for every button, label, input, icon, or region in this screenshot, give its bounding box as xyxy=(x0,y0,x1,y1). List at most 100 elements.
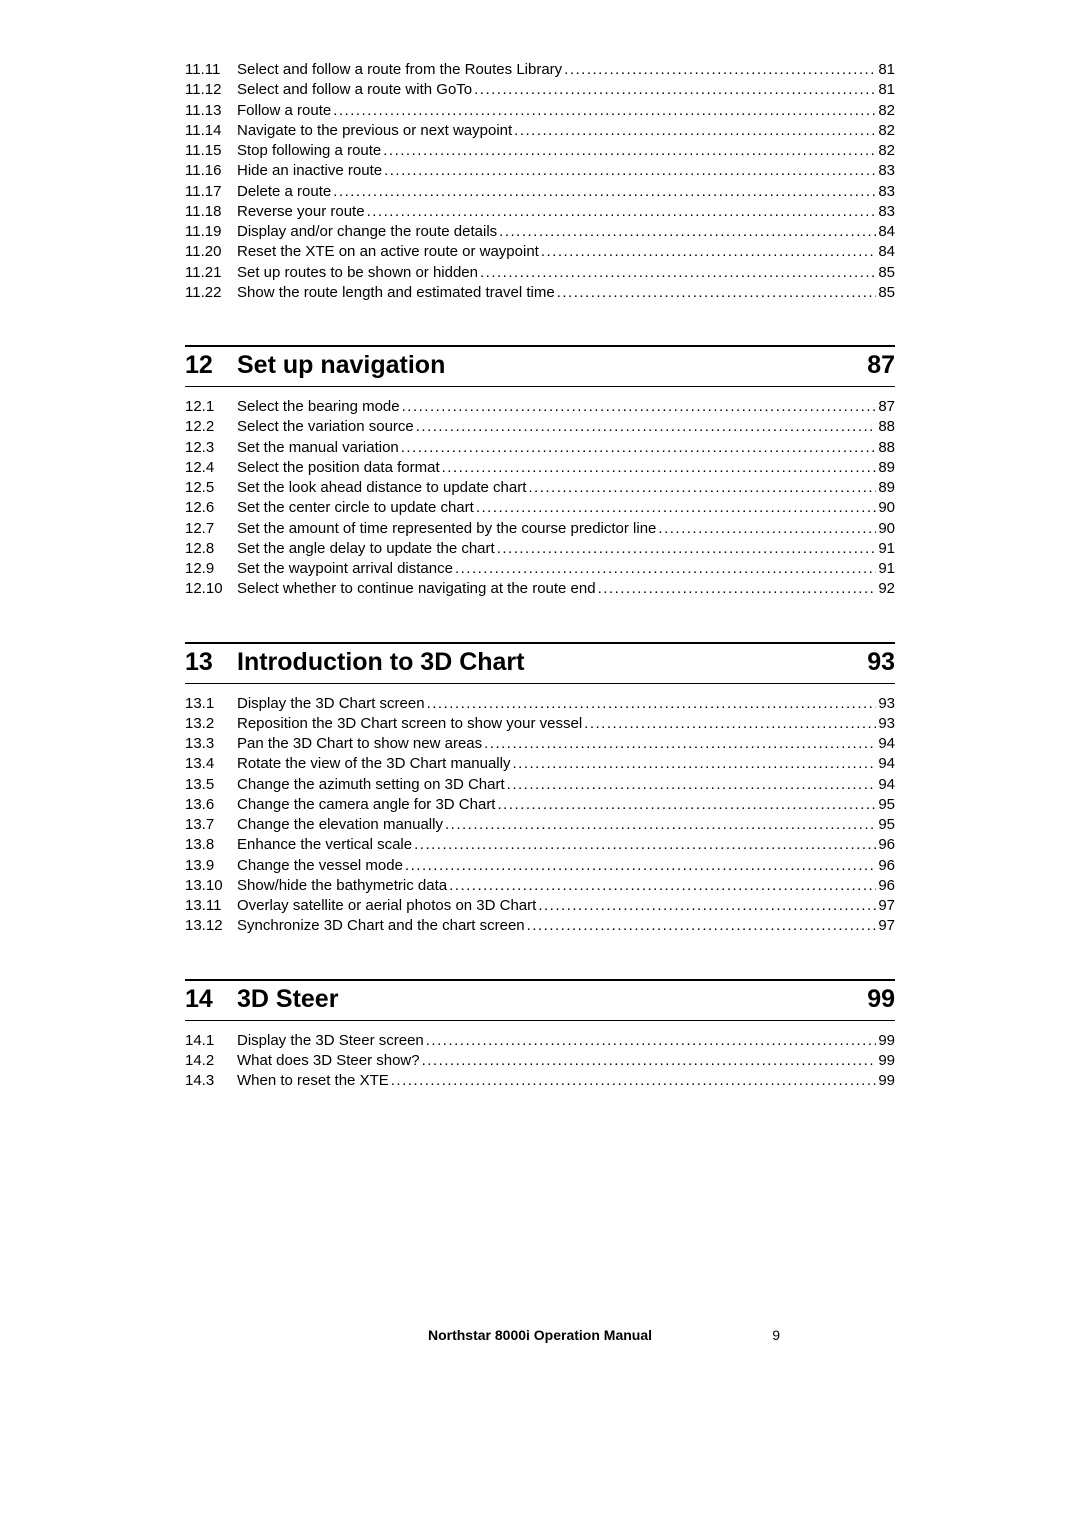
entry-page: 96 xyxy=(878,835,895,855)
entry-leader-dots xyxy=(416,417,877,437)
toc-entry[interactable]: 12.5Set the look ahead distance to updat… xyxy=(185,478,895,498)
entry-title: Display and/or change the route details xyxy=(237,222,497,242)
toc-entry[interactable]: 11.11Select and follow a route from the … xyxy=(185,60,895,80)
entry-title: Pan the 3D Chart to show new areas xyxy=(237,734,482,754)
toc-entry[interactable]: 13.4Rotate the view of the 3D Chart manu… xyxy=(185,754,895,774)
entry-number: 12.8 xyxy=(185,539,237,559)
entry-leader-dots xyxy=(402,397,877,417)
entry-leader-dots xyxy=(497,539,877,559)
entry-title: Synchronize 3D Chart and the chart scree… xyxy=(237,916,525,936)
entry-number: 12.4 xyxy=(185,458,237,478)
toc-entry[interactable]: 11.21Set up routes to be shown or hidden… xyxy=(185,263,895,283)
toc-section: 143D Steer9914.1Display the 3D Steer scr… xyxy=(185,979,895,1092)
toc-entry[interactable]: 12.9Set the waypoint arrival distance91 xyxy=(185,559,895,579)
entry-number: 13.4 xyxy=(185,754,237,774)
entry-leader-dots xyxy=(484,734,876,754)
entry-page: 96 xyxy=(878,856,895,876)
entry-title: Set up routes to be shown or hidden xyxy=(237,263,478,283)
entry-title: Change the vessel mode xyxy=(237,856,403,876)
entry-title: Select whether to continue navigating at… xyxy=(237,579,596,599)
entry-title: Display the 3D Chart screen xyxy=(237,694,425,714)
toc-entry[interactable]: 11.13Follow a route82 xyxy=(185,101,895,121)
toc-entry[interactable]: 13.11Overlay satellite or aerial photos … xyxy=(185,896,895,916)
entry-leader-dots xyxy=(514,121,876,141)
toc-entry[interactable]: 12.10Select whether to continue navigati… xyxy=(185,579,895,599)
toc-entry[interactable]: 11.15Stop following a route82 xyxy=(185,141,895,161)
entry-title: Rotate the view of the 3D Chart manually xyxy=(237,754,510,774)
toc-entry[interactable]: 11.14Navigate to the previous or next wa… xyxy=(185,121,895,141)
toc-entry[interactable]: 14.3When to reset the XTE99 xyxy=(185,1071,895,1091)
toc-entry[interactable]: 12.8Set the angle delay to update the ch… xyxy=(185,539,895,559)
toc-entry[interactable]: 11.17Delete a route83 xyxy=(185,182,895,202)
entry-title: Show the route length and estimated trav… xyxy=(237,283,555,303)
entry-leader-dots xyxy=(445,815,876,835)
toc-entry[interactable]: 12.4Select the position data format89 xyxy=(185,458,895,478)
toc-entry[interactable]: 14.2What does 3D Steer show?99 xyxy=(185,1051,895,1071)
entry-number: 12.9 xyxy=(185,559,237,579)
entry-title: Overlay satellite or aerial photos on 3D… xyxy=(237,896,536,916)
entry-number: 11.12 xyxy=(185,80,237,100)
entry-leader-dots xyxy=(426,1031,877,1051)
toc-entry[interactable]: 13.1Display the 3D Chart screen93 xyxy=(185,694,895,714)
entry-title: Change the azimuth setting on 3D Chart xyxy=(237,775,505,795)
entry-page: 83 xyxy=(878,161,895,181)
entry-title: Select the bearing mode xyxy=(237,397,400,417)
toc-entry[interactable]: 12.7Set the amount of time represented b… xyxy=(185,519,895,539)
toc-entry[interactable]: 12.2Select the variation source88 xyxy=(185,417,895,437)
entry-number: 13.5 xyxy=(185,775,237,795)
entry-number: 13.1 xyxy=(185,694,237,714)
toc-entry[interactable]: 11.19Display and/or change the route det… xyxy=(185,222,895,242)
entry-number: 11.14 xyxy=(185,121,237,141)
entry-leader-dots xyxy=(367,202,877,222)
entry-title: Reset the XTE on an active route or wayp… xyxy=(237,242,539,262)
entry-page: 83 xyxy=(878,182,895,202)
toc-entry[interactable]: 11.18Reverse your route83 xyxy=(185,202,895,222)
entry-page: 94 xyxy=(878,775,895,795)
entry-leader-dots xyxy=(401,438,877,458)
entry-leader-dots xyxy=(442,458,877,478)
entry-title: Enhance the vertical scale xyxy=(237,835,412,855)
entry-page: 99 xyxy=(878,1051,895,1071)
entry-leader-dots xyxy=(333,182,876,202)
entry-page: 90 xyxy=(878,519,895,539)
toc-entry[interactable]: 13.12Synchronize 3D Chart and the chart … xyxy=(185,916,895,936)
toc-entry[interactable]: 12.1Select the bearing mode87 xyxy=(185,397,895,417)
toc-entry[interactable]: 13.6Change the camera angle for 3D Chart… xyxy=(185,795,895,815)
toc-entry[interactable]: 11.20Reset the XTE on an active route or… xyxy=(185,242,895,262)
toc-entry[interactable]: 13.8Enhance the vertical scale96 xyxy=(185,835,895,855)
entry-leader-dots xyxy=(512,754,876,774)
toc-entry[interactable]: 11.12Select and follow a route with GoTo… xyxy=(185,80,895,100)
toc-entry[interactable]: 13.3Pan the 3D Chart to show new areas94 xyxy=(185,734,895,754)
chapter-title: 3D Steer xyxy=(237,985,867,1014)
entry-page: 99 xyxy=(878,1031,895,1051)
entry-number: 13.3 xyxy=(185,734,237,754)
entry-number: 12.5 xyxy=(185,478,237,498)
toc-entry[interactable]: 11.22Show the route length and estimated… xyxy=(185,283,895,303)
toc-section: 11.11Select and follow a route from the … xyxy=(185,60,895,303)
entry-number: 14.2 xyxy=(185,1051,237,1071)
entry-page: 93 xyxy=(878,714,895,734)
entry-page: 85 xyxy=(878,283,895,303)
toc-entry[interactable]: 13.2Reposition the 3D Chart screen to sh… xyxy=(185,714,895,734)
toc-entry[interactable]: 13.7Change the elevation manually95 xyxy=(185,815,895,835)
toc-entry[interactable]: 14.1Display the 3D Steer screen99 xyxy=(185,1031,895,1051)
toc-entry[interactable]: 11.16Hide an inactive route83 xyxy=(185,161,895,181)
toc-entry[interactable]: 13.9Change the vessel mode 96 xyxy=(185,856,895,876)
toc-entry[interactable]: 13.10Show/hide the bathymetric data96 xyxy=(185,876,895,896)
entry-leader-dots xyxy=(564,60,876,80)
entry-title: Set the angle delay to update the chart xyxy=(237,539,495,559)
entry-leader-dots xyxy=(598,579,877,599)
toc-entry[interactable]: 13.5Change the azimuth setting on 3D Cha… xyxy=(185,775,895,795)
entry-number: 13.9 xyxy=(185,856,237,876)
entry-leader-dots xyxy=(449,876,876,896)
entry-leader-dots xyxy=(527,916,877,936)
entry-leader-dots xyxy=(499,222,876,242)
entry-title: Select the position data format xyxy=(237,458,440,478)
entry-number: 11.16 xyxy=(185,161,237,181)
toc-entry[interactable]: 12.6Set the center circle to update char… xyxy=(185,498,895,518)
entry-title: Delete a route xyxy=(237,182,331,202)
entry-title: Reverse your route xyxy=(237,202,365,222)
toc-entry[interactable]: 12.3Set the manual variation88 xyxy=(185,438,895,458)
entry-number: 11.19 xyxy=(185,222,237,242)
entry-page: 88 xyxy=(878,417,895,437)
